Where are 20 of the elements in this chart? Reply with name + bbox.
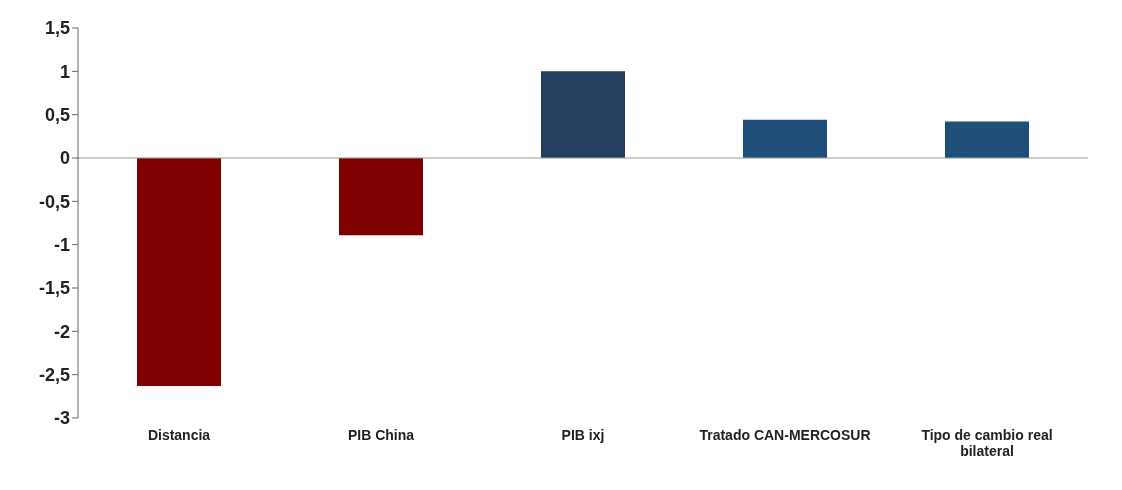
bar	[137, 158, 221, 386]
bar	[339, 158, 423, 236]
x-tick-label: PIB ixj	[561, 427, 605, 443]
y-tick-label: -2	[53, 321, 70, 342]
bar	[541, 71, 625, 158]
x-tick-label: PIB China	[347, 427, 415, 443]
y-tick-label: 1,5	[44, 18, 70, 39]
x-tick-label: Distancia	[147, 427, 211, 443]
y-tick-label: -3	[53, 408, 70, 429]
y-tick-label: -0,5	[38, 191, 70, 212]
y-tick-label: 1	[59, 61, 70, 82]
y-tick-label: -1	[53, 235, 70, 256]
y-tick-label: 0	[59, 148, 70, 169]
x-tick-label: Tratado CAN-MERCOSUR	[699, 427, 871, 443]
bar	[743, 119, 827, 158]
bar	[945, 121, 1029, 158]
y-tick-label: -1,5	[38, 278, 70, 299]
x-tick-label: Tipo de cambio real bilateral	[921, 427, 1053, 459]
y-tick-label: 0,5	[44, 105, 70, 126]
y-tick-label: -2,5	[38, 365, 70, 386]
